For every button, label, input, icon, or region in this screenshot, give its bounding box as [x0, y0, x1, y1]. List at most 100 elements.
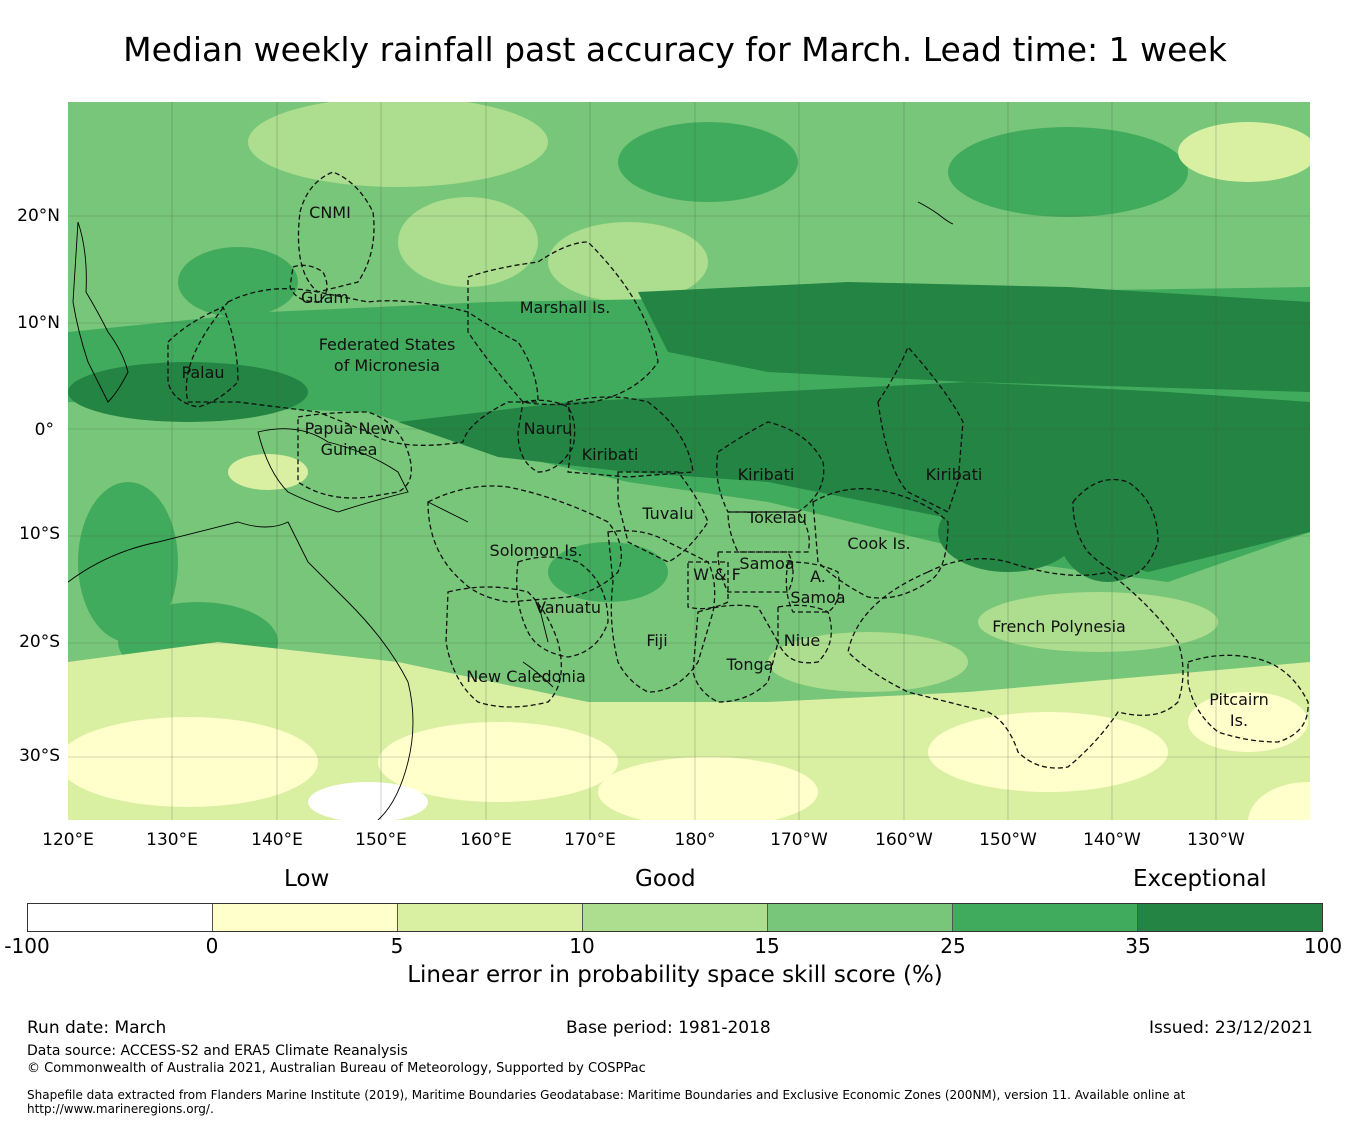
australia-coast	[68, 521, 414, 820]
label-nauru: Nauru	[524, 419, 573, 438]
lon-label: 140°E	[251, 830, 303, 850]
shade-patch	[178, 247, 298, 317]
new-guinea-coast	[257, 428, 409, 513]
eez-cook	[812, 488, 949, 599]
eez-new-caledonia	[445, 586, 562, 708]
skill-score-map: CNMI Guam Marshall Is. Federated States o…	[68, 102, 1310, 820]
eez-kiribati-phoenix	[716, 421, 825, 513]
base-period: Base period: 1981-2018	[566, 1018, 771, 1038]
colorbar	[27, 903, 1323, 932]
lon-label: 130°W	[1187, 830, 1245, 850]
issued-date: Issued: 23/12/2021	[1149, 1018, 1313, 1038]
colorbar-segment	[768, 904, 953, 931]
eez-kiribati-line	[877, 345, 964, 513]
hawaii-coast	[917, 201, 954, 225]
colorbar-segment	[398, 904, 583, 931]
lat-label: 10°S	[19, 524, 60, 544]
eez-marshall	[467, 241, 659, 406]
lat-label: 0°	[34, 420, 54, 440]
colorbar-segment	[953, 904, 1138, 931]
eez-cnmi	[297, 171, 375, 293]
eez-tonga	[692, 604, 779, 703]
eez-tokelau	[727, 511, 810, 553]
map-title: Median weekly rainfall past accuracy for…	[123, 30, 1227, 69]
colorbar-segment	[1138, 904, 1322, 931]
copyright: © Commonwealth of Australia 2021, Austra…	[27, 1061, 646, 1076]
label-kiribati-line: Kiribati	[926, 465, 983, 484]
shade-patch	[548, 222, 708, 302]
philippines-coast	[72, 221, 129, 403]
label-tonga: Tonga	[726, 655, 774, 674]
legend-category-low: Low	[284, 866, 330, 892]
shade-patch	[378, 722, 618, 802]
label-guam: Guam	[301, 288, 349, 307]
colorbar-tick: 35	[1125, 934, 1151, 958]
lat-label: 30°S	[19, 746, 60, 766]
shade-patch	[978, 592, 1218, 652]
shade-patch	[948, 127, 1188, 217]
shade-patch	[558, 592, 698, 652]
shade-patch	[548, 542, 668, 602]
lon-label: 170°W	[770, 830, 828, 850]
eez-niue	[777, 604, 832, 664]
colorbar-title: Linear error in probability space skill …	[407, 962, 943, 988]
eez-tuvalu	[617, 471, 709, 563]
legend-category-good: Good	[635, 866, 696, 892]
graticule	[68, 102, 1310, 820]
lon-label: 160°W	[875, 830, 933, 850]
label-niue: Niue	[784, 631, 820, 650]
label-french-polynesia: French Polynesia	[992, 617, 1126, 636]
lat-label: 10°N	[17, 313, 60, 333]
eez-palau	[167, 306, 239, 408]
shade-patch	[598, 757, 818, 820]
colorbar-tick: 15	[754, 934, 780, 958]
shapefile-credit: Shapefile data extracted from Flanders M…	[27, 1088, 1227, 1116]
solomon-islands-coast	[427, 501, 469, 523]
colorbar-tick: 5	[390, 934, 404, 958]
label-kiribati-phoenix: Kiribati	[738, 465, 795, 484]
lat-label: 20°N	[17, 206, 60, 226]
lon-label: 140°W	[1083, 830, 1141, 850]
shade-patch	[768, 632, 968, 692]
shapefile-credit-line: Shapefile data extracted from Flanders M…	[27, 1088, 1186, 1102]
new-caledonia-coast	[522, 661, 554, 688]
lon-label: 180°	[674, 830, 716, 850]
lon-label: 150°W	[979, 830, 1037, 850]
label-cook: Cook Is.	[847, 534, 910, 553]
region-labels: CNMI Guam Marshall Is. Federated States o…	[181, 203, 1268, 730]
colorbar-segment	[213, 904, 398, 931]
shade-patch	[618, 122, 798, 202]
label-tokelau: Tokelau	[746, 508, 807, 527]
label-png: Papua New Guinea	[305, 419, 394, 459]
shade-band-darkest	[638, 282, 1310, 392]
colorbar-tick: 10	[569, 934, 595, 958]
eez-boundaries	[167, 171, 1309, 769]
lon-label: 160°E	[460, 830, 512, 850]
eez-png	[297, 411, 412, 499]
data-source: Data source: ACCESS-S2 and ERA5 Climate …	[27, 1043, 408, 1059]
shade-patch	[1058, 482, 1158, 582]
eez-fiji	[607, 530, 716, 693]
label-samoa: Samoa	[739, 554, 794, 573]
legend-category-exceptional: Exceptional	[1133, 866, 1267, 892]
label-vanuatu: Vanuatu	[535, 598, 601, 617]
shade-patch	[68, 362, 308, 422]
eez-guam	[289, 264, 328, 303]
colorbar-segment	[28, 904, 213, 931]
shade-patch	[228, 454, 308, 490]
lon-label: 150°E	[355, 830, 407, 850]
label-american-samoa: A. Samoa	[790, 567, 845, 607]
lon-label: 170°E	[564, 830, 616, 850]
eez-solomon	[427, 485, 622, 603]
shade-patch	[1178, 122, 1310, 182]
shade-patch	[1188, 692, 1308, 752]
eez-pitcairn	[1187, 654, 1309, 743]
shade-patch	[938, 492, 1078, 572]
eez-american-samoa	[785, 561, 840, 613]
label-tuvalu: Tuvalu	[641, 504, 693, 523]
eez-nauru	[517, 399, 576, 473]
eez-fsm	[185, 288, 539, 446]
label-marshall: Marshall Is.	[520, 298, 611, 317]
eez-line-east	[1072, 478, 1159, 578]
eez-kiribati-gilbert	[567, 396, 694, 478]
